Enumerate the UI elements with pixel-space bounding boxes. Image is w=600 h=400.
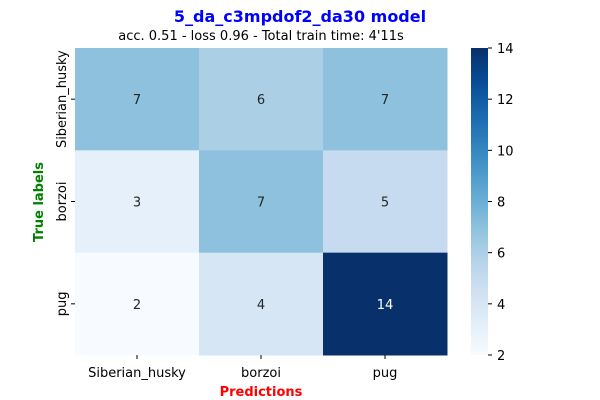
heatmap-cell xyxy=(75,150,200,254)
cell-value-label: 7 xyxy=(133,93,141,108)
x-tick-label: borzoi xyxy=(241,366,281,381)
colorbar-tick-label: 12 xyxy=(497,93,514,108)
heatmap-cell xyxy=(75,48,200,151)
cell-value-label: 7 xyxy=(381,93,389,108)
chart-title: 5_da_c3mpdof2_da30 model xyxy=(174,7,426,26)
cell-value-label: 5 xyxy=(381,196,389,211)
heatmap-cell xyxy=(199,252,324,356)
cell-value-label: 7 xyxy=(257,196,265,211)
heatmap-cell xyxy=(199,48,324,151)
heatmap-cell xyxy=(323,150,448,254)
heatmap-cell xyxy=(323,252,448,356)
heatmap-cell xyxy=(323,48,448,151)
y-axis-label: True labels xyxy=(32,162,47,242)
heatmap-cell xyxy=(75,252,200,356)
cell-value-label: 4 xyxy=(257,298,265,313)
x-tick-label: pug xyxy=(373,366,398,381)
y-tick-label: pug xyxy=(55,291,70,316)
y-tick-label: borzoi xyxy=(55,182,70,222)
heatmap-cell xyxy=(199,150,324,254)
cell-value-label: 3 xyxy=(133,196,141,211)
chart-subtitle: acc. 0.51 - loss 0.96 - Total train time… xyxy=(118,29,404,44)
colorbar-tick-label: 6 xyxy=(497,247,505,262)
heatmap-cells: 7 6 7 3 7 5 2 4 14 xyxy=(75,48,448,356)
colorbar-tick-label: 10 xyxy=(497,144,514,159)
x-axis-ticks: Siberian_husky borzoi pug xyxy=(88,355,397,381)
x-tick-label: Siberian_husky xyxy=(88,366,186,381)
colorbar-tick-label: 8 xyxy=(497,196,505,211)
colorbar-tick-label: 2 xyxy=(497,349,505,364)
colorbar xyxy=(471,48,488,355)
cell-value-label: 2 xyxy=(133,298,141,313)
colorbar-ticks: 2 4 6 8 10 12 14 xyxy=(488,42,514,364)
y-tick-label: Siberian_husky xyxy=(55,50,70,148)
x-axis-label: Predictions xyxy=(220,385,303,400)
colorbar-tick-label: 4 xyxy=(497,298,505,313)
cell-value-label: 6 xyxy=(257,93,265,108)
cell-value-label: 14 xyxy=(377,298,394,313)
colorbar-tick-label: 14 xyxy=(497,42,514,57)
